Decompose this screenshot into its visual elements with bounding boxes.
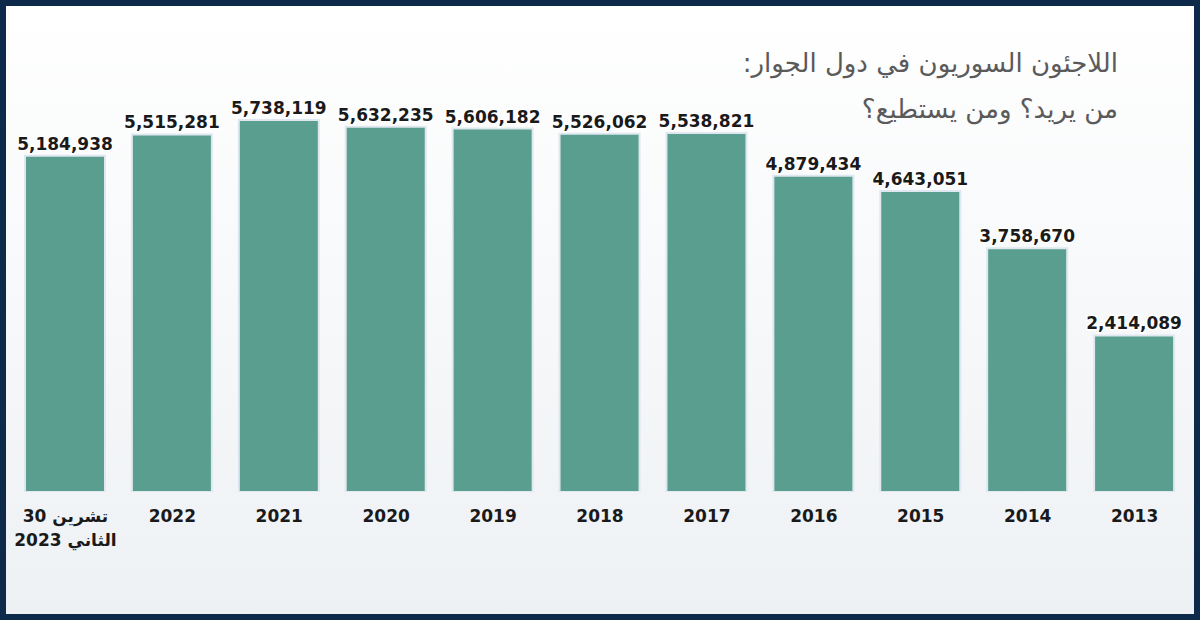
svg-text:2017: 2017 (683, 506, 730, 526)
svg-text:30 تشرين: 30 تشرين (23, 506, 109, 527)
svg-text:2013: 2013 (1111, 506, 1158, 526)
svg-text:2022: 2022 (149, 506, 196, 526)
svg-text:2016: 2016 (790, 506, 837, 526)
svg-text:5,632,235: 5,632,235 (338, 105, 434, 125)
svg-text:5,538,821: 5,538,821 (659, 111, 755, 131)
svg-text:2020: 2020 (363, 506, 410, 526)
svg-text:5,515,281: 5,515,281 (124, 112, 220, 132)
svg-text:2014: 2014 (1004, 506, 1051, 526)
svg-text:2018: 2018 (576, 506, 623, 526)
svg-text:2015: 2015 (897, 506, 944, 526)
svg-text:2,414,089: 2,414,089 (1086, 313, 1182, 333)
svg-text:5,526,062: 5,526,062 (552, 112, 648, 132)
svg-text:5,184,938: 5,184,938 (17, 134, 113, 154)
svg-text:5,606,182: 5,606,182 (445, 107, 541, 127)
html-text:من يريد؟ ومن يستطيع؟: من يريد؟ ومن يستطيع؟ (861, 94, 1118, 124)
svg-text:2019: 2019 (469, 506, 516, 526)
svg-text:2021: 2021 (256, 506, 303, 526)
svg-text:4,879,434: 4,879,434 (766, 154, 862, 174)
svg-text:3,758,670: 3,758,670 (979, 226, 1075, 246)
svg-text:5,738,119: 5,738,119 (231, 98, 327, 118)
html-text:اللاجئون السوريون في دول الجوا: اللاجئون السوريون في دول الجوار: (742, 48, 1118, 78)
svg-text:4,643,051: 4,643,051 (872, 169, 968, 189)
svg-text:الثاني 2023: الثاني 2023 (14, 530, 116, 551)
